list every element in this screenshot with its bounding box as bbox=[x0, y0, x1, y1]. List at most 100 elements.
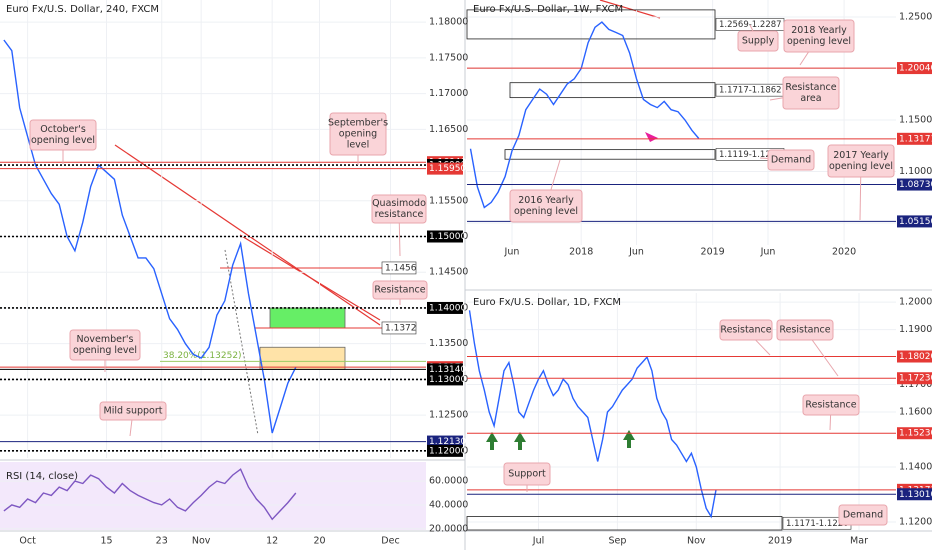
callout bbox=[737, 30, 779, 52]
zone bbox=[509, 82, 716, 99]
x-tick-label: Oct bbox=[19, 536, 36, 547]
zone bbox=[259, 346, 346, 370]
level-label-box bbox=[427, 301, 463, 314]
callout-text: Resistance bbox=[374, 285, 425, 296]
level-tag: 1.1372 bbox=[385, 323, 417, 333]
level-label-box bbox=[427, 230, 463, 243]
callout bbox=[99, 401, 167, 421]
callout-text: Quasimodo bbox=[372, 198, 426, 209]
x-tick-label: 2018 bbox=[569, 247, 593, 258]
arrow-icon bbox=[623, 430, 635, 448]
callout bbox=[509, 189, 583, 223]
callout bbox=[503, 462, 551, 486]
callout bbox=[372, 280, 428, 300]
callout bbox=[776, 319, 834, 341]
zone bbox=[466, 516, 783, 531]
level-label-box bbox=[897, 488, 932, 501]
y-tick-label: 1.16500 bbox=[429, 124, 468, 135]
callout bbox=[719, 319, 773, 341]
x-tick-label: 2020 bbox=[832, 247, 856, 258]
y-tick-label: 1.12500 bbox=[429, 410, 468, 421]
callout-text: opening level bbox=[73, 345, 137, 356]
arrow-icon bbox=[645, 132, 658, 142]
rsi-panel bbox=[0, 462, 426, 530]
zone bbox=[466, 9, 716, 40]
level-label-box bbox=[427, 435, 463, 448]
level-tag: 1.1456 bbox=[385, 263, 417, 273]
callout-text: opening bbox=[339, 129, 377, 140]
callout-text: Supply bbox=[742, 36, 775, 47]
callout-text: November's bbox=[77, 334, 134, 345]
level-label-box bbox=[897, 427, 932, 440]
y-tick-label: 1.17000 bbox=[899, 379, 932, 390]
zone-label: 1.1717-1.1862 bbox=[719, 86, 782, 96]
chart-title: Euro Fx/U.S. Dollar, 1W, FXCM bbox=[473, 4, 623, 15]
callout-text: Mild support bbox=[104, 406, 163, 417]
level-label: 1.15950 bbox=[429, 164, 466, 174]
y-tick-label: 60.0000 bbox=[429, 476, 468, 487]
callout bbox=[827, 144, 895, 178]
price-line bbox=[3, 39, 297, 434]
y-tick-label: 1.18000 bbox=[429, 17, 468, 28]
callout bbox=[782, 76, 840, 110]
price-line bbox=[469, 21, 700, 209]
y-tick-label: 20.0000 bbox=[429, 523, 468, 534]
level-tag-box bbox=[381, 321, 417, 335]
callout-text: September's bbox=[328, 118, 388, 129]
callout bbox=[29, 119, 97, 151]
callout-text: opening level bbox=[514, 206, 578, 217]
x-tick-label: 12 bbox=[266, 536, 278, 547]
level-label: 1.17230 bbox=[899, 374, 932, 384]
level-label-box bbox=[897, 178, 932, 191]
level-label-box bbox=[897, 132, 932, 145]
callout bbox=[838, 504, 888, 526]
level-label: 1.08730 bbox=[899, 180, 932, 190]
level-label: 1.13010 bbox=[899, 490, 932, 500]
level-label-box bbox=[897, 215, 932, 228]
y-tick-label: 1.12000 bbox=[899, 517, 932, 528]
zone-label: 1.1119-1.1212 bbox=[719, 150, 782, 160]
arrow-icon bbox=[514, 432, 526, 450]
x-tick-label: Jun bbox=[760, 247, 776, 258]
y-tick-label: 1.15000 bbox=[899, 114, 932, 125]
y-tick-label: 1.13500 bbox=[429, 338, 468, 349]
chart-title: RSI (14, close) bbox=[6, 471, 78, 482]
callout-text: Demand bbox=[843, 510, 883, 521]
level-label: 1.13140 bbox=[429, 365, 466, 375]
level-label-box bbox=[427, 363, 463, 376]
x-tick-label: Nov bbox=[192, 536, 211, 547]
callout-text: Resistance bbox=[720, 325, 771, 336]
level-label-box bbox=[897, 62, 932, 75]
y-tick-label: 1.19000 bbox=[899, 324, 932, 335]
y-tick-label: 40.0000 bbox=[429, 499, 468, 510]
callout-text: opening level bbox=[829, 161, 893, 172]
callout-text: Demand bbox=[771, 155, 811, 166]
x-tick-label: 20 bbox=[313, 536, 325, 547]
trendline bbox=[599, 0, 661, 19]
x-tick-label: 2019 bbox=[701, 247, 725, 258]
level-label: 1.12130 bbox=[429, 437, 466, 447]
callout-text: 2016 Yearly bbox=[518, 195, 574, 206]
callout-text: area bbox=[800, 93, 821, 104]
callout-text: Support bbox=[508, 469, 546, 480]
x-tick-label: 2019 bbox=[768, 536, 792, 547]
x-tick-label: Dec bbox=[381, 536, 399, 547]
level-label: 1.05150 bbox=[899, 217, 932, 227]
zone-label: 1.1171-1.1220 bbox=[786, 519, 849, 529]
y-tick-label: 1.16000 bbox=[899, 407, 932, 418]
y-tick-label: 1.14500 bbox=[429, 267, 468, 278]
level-label-box bbox=[427, 162, 463, 175]
y-tick-label: 1.25000 bbox=[899, 11, 932, 22]
callout bbox=[783, 19, 855, 53]
level-label: 1.15000 bbox=[429, 232, 466, 242]
level-label-box bbox=[427, 373, 463, 386]
x-tick-label: Mar bbox=[850, 536, 868, 547]
level-label-box bbox=[897, 350, 932, 363]
callout-text: opening level bbox=[787, 36, 851, 47]
level-tag-box bbox=[381, 261, 417, 275]
callout-text: level bbox=[347, 140, 370, 151]
y-tick-label: 1.17000 bbox=[429, 88, 468, 99]
x-tick-label: 15 bbox=[100, 536, 112, 547]
